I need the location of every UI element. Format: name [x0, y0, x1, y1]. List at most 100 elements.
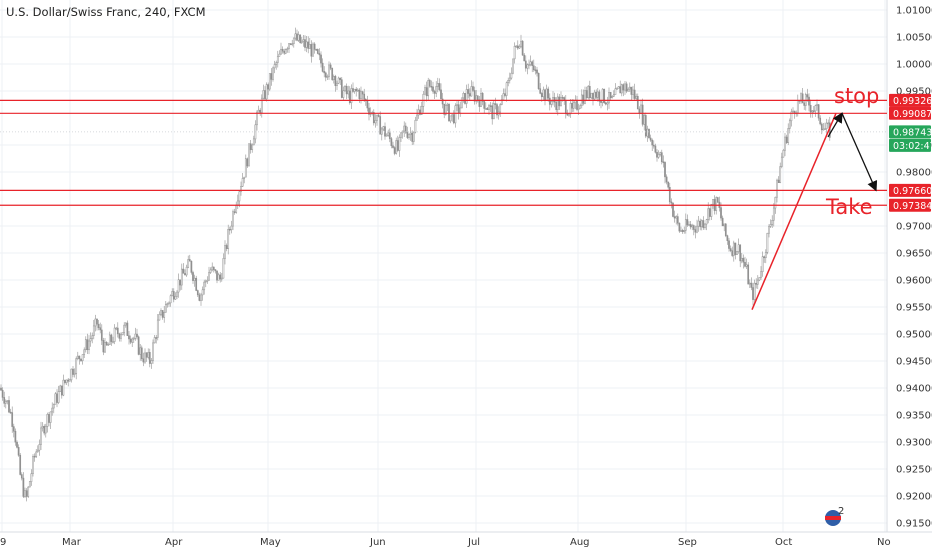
stop-annotation[interactable]: stop — [834, 84, 879, 108]
candle-body — [822, 128, 825, 131]
candle-body — [576, 99, 578, 110]
candle-body — [299, 34, 302, 44]
candle-body — [307, 41, 310, 49]
candle-body — [558, 96, 561, 107]
candle-body — [395, 140, 398, 154]
candle-body — [94, 318, 97, 327]
candle-body — [57, 391, 60, 403]
candle-body — [601, 88, 604, 103]
candle-body — [449, 115, 452, 122]
candle-body — [619, 86, 622, 94]
candle-body — [771, 219, 774, 225]
candle-body — [75, 358, 78, 374]
price-axis[interactable]: 1.010001.005001.000000.995000.985000.980… — [889, 6, 932, 530]
candle-body — [81, 354, 84, 361]
candle-body — [803, 102, 806, 106]
candle-body — [596, 91, 599, 98]
candle-body — [347, 90, 350, 95]
candle-body — [388, 132, 391, 139]
candle-body — [256, 111, 258, 126]
candle-body — [582, 94, 585, 104]
candle-body — [240, 186, 242, 192]
candle-body — [484, 108, 487, 110]
candle-body — [188, 259, 191, 262]
candle-body — [72, 368, 74, 375]
candle-body — [617, 86, 620, 89]
candle-body — [819, 117, 822, 125]
candle-body — [116, 327, 119, 335]
trend-line — [751, 113, 837, 310]
candle-body — [624, 83, 626, 91]
candle-body — [83, 349, 86, 355]
candle-body — [513, 46, 516, 60]
candle-body — [827, 122, 830, 125]
candle-body — [734, 242, 737, 255]
candle-body — [433, 91, 436, 94]
candle-body — [523, 54, 526, 62]
candle-body — [616, 88, 618, 90]
candle-body — [552, 97, 554, 102]
candle-body — [792, 110, 794, 113]
candle-body — [630, 86, 633, 95]
candle-body — [48, 414, 50, 423]
candle-body — [556, 96, 559, 110]
candle-body — [782, 149, 785, 158]
candle-body — [68, 379, 71, 382]
candle-body — [670, 201, 673, 204]
candle-body — [52, 404, 55, 409]
candle-body — [179, 279, 182, 286]
candle-body — [339, 77, 342, 80]
candle-body — [219, 274, 222, 280]
candle-body — [147, 352, 150, 358]
candle-body — [468, 93, 471, 97]
candle-body — [772, 207, 775, 221]
candle-body — [611, 96, 614, 99]
candle-body — [193, 277, 196, 281]
candle-body — [494, 103, 497, 105]
candle-body — [236, 200, 239, 206]
candle-body — [707, 208, 710, 220]
candle-body — [664, 162, 666, 178]
candle-body — [584, 90, 586, 104]
candle-body — [817, 104, 820, 119]
candle-body — [104, 342, 106, 353]
candle-body — [403, 125, 406, 132]
candle-body — [120, 334, 122, 339]
candle-body — [627, 88, 630, 92]
take-annotation[interactable]: Take — [825, 195, 873, 219]
candle-body — [16, 441, 18, 448]
candle-body — [204, 280, 207, 283]
candle-body — [12, 426, 15, 432]
candle-body — [544, 89, 546, 101]
candle-body — [291, 43, 294, 45]
candle-body — [784, 136, 786, 151]
candle-body — [251, 144, 254, 150]
candle-body — [622, 84, 625, 91]
candle-body — [206, 279, 209, 282]
candle-body — [440, 89, 442, 100]
candle-body — [739, 244, 742, 262]
candle-body — [76, 355, 79, 359]
candle-body — [436, 83, 439, 87]
x-tick-label: No — [877, 537, 891, 548]
time-axis[interactable]: 9 Mar Apr May Jun Jul Aug Sep Oct No — [0, 537, 891, 548]
candle-body — [758, 277, 761, 281]
candle-body — [355, 88, 358, 92]
candle-body — [212, 266, 215, 270]
candle-body — [153, 337, 156, 344]
candle-body — [334, 76, 337, 86]
candle-body — [105, 342, 108, 345]
candle-body — [427, 80, 430, 97]
level-tag — [889, 93, 931, 107]
candle-body — [235, 204, 238, 213]
candle-body — [78, 355, 81, 360]
candle-body — [769, 224, 772, 227]
candle-body — [564, 99, 567, 114]
candle-body — [753, 282, 756, 300]
candle-body — [532, 65, 535, 71]
candle-body — [579, 105, 582, 109]
candle-body — [267, 84, 270, 90]
candle-body — [177, 279, 180, 293]
